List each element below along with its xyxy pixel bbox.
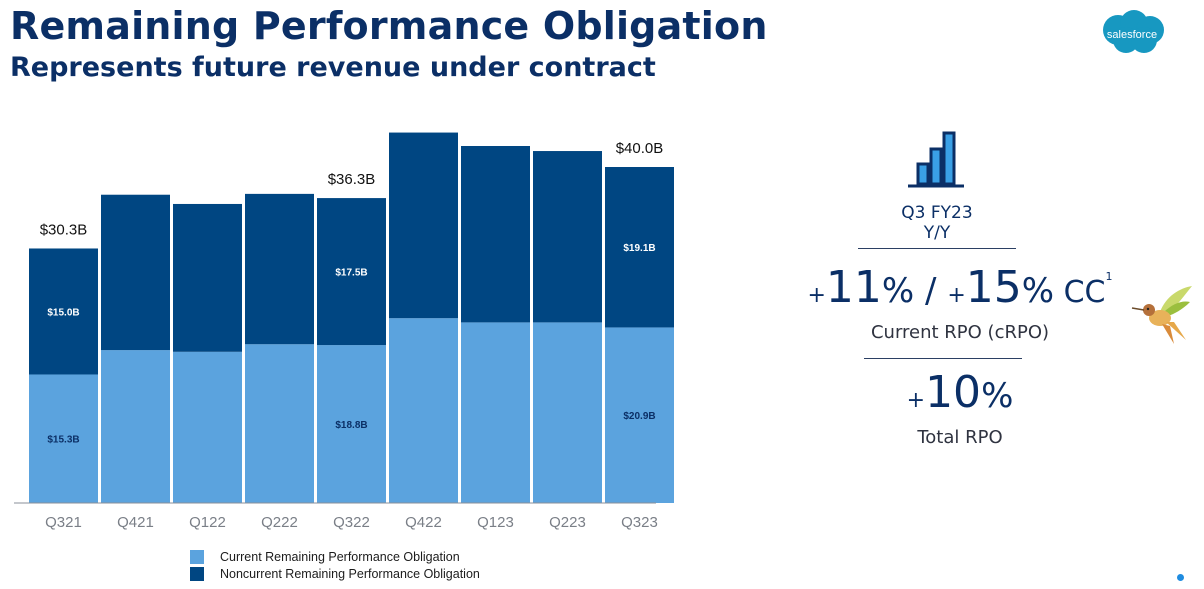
logo-text: salesforce — [1107, 29, 1157, 41]
bar-Q223-current — [533, 322, 602, 503]
bar-Q323-noncurrent — [605, 167, 674, 328]
period-line-2: Y/Y — [923, 223, 951, 243]
divider-top — [858, 248, 1016, 249]
rpo-bar-chart: $15.3B $15.0B $30.3B $18.8B $17.5B $36.3B $20.… — [14, 132, 674, 531]
crpo-growth: +11% / +15% CC1 — [780, 262, 1140, 313]
bar-Q122-noncurrent — [173, 203, 242, 352]
bar-Q422-noncurrent — [389, 132, 458, 319]
total-rpo-growth: +10% — [780, 367, 1140, 418]
data-label-Q322-current: $18.8B — [335, 420, 367, 431]
total-rpo-label: Total RPO — [917, 427, 1003, 448]
total-pct: % — [981, 376, 1014, 416]
total-label-Q321: $30.3B — [40, 221, 88, 238]
crpo-plus-1: + — [807, 283, 826, 308]
bar-Q421-noncurrent — [101, 194, 170, 351]
legend-item-current: Current Remaining Performance Obligation — [190, 548, 480, 565]
x-tick-Q421: Q421 — [117, 514, 154, 531]
data-label-Q321-current: $15.3B — [47, 435, 79, 446]
data-label-Q323-noncurrent: $19.1B — [623, 243, 655, 254]
salesforce-logo: salesforce — [1103, 10, 1164, 53]
x-tick-Q321: Q321 — [45, 514, 82, 531]
crpo-value-2: 15 — [965, 262, 1022, 313]
bar-Q123-noncurrent — [461, 146, 530, 323]
x-tick-Q223: Q223 — [549, 514, 586, 531]
total-plus: + — [906, 388, 926, 413]
crpo-value-1: 11 — [825, 262, 882, 313]
page-subtitle: Represents future revenue under contract — [10, 52, 656, 83]
x-tick-Q322: Q322 — [333, 514, 370, 531]
total-label-Q322: $36.3B — [328, 171, 376, 188]
bar-Q223-noncurrent — [533, 151, 602, 323]
chart-legend: Current Remaining Performance Obligation… — [190, 548, 480, 582]
legend-swatch-noncurrent — [190, 566, 204, 581]
crpo-label: Current RPO (cRPO) — [870, 322, 1050, 343]
bar-Q222-current — [245, 344, 314, 503]
bar-Q222-noncurrent — [245, 193, 314, 345]
bar-Q422-current — [389, 318, 458, 503]
legend-swatch-current — [190, 549, 204, 564]
legend-item-noncurrent: Noncurrent Remaining Performance Obligat… — [190, 565, 480, 582]
page-title: Remaining Performance Obligation — [10, 4, 768, 48]
period-line-1: Q3 FY23 — [901, 203, 973, 223]
data-label-Q321-noncurrent: $15.0B — [47, 307, 79, 318]
crpo-pct-1: % — [881, 271, 915, 311]
slide-indicator-dot — [1177, 574, 1184, 581]
divider-bottom — [864, 358, 1022, 359]
bar-Q322-noncurrent — [317, 198, 386, 346]
legend-label-current: Current Remaining Performance Obligation — [220, 549, 460, 564]
legend-label-noncurrent: Noncurrent Remaining Performance Obligat… — [220, 566, 480, 581]
crpo-pct-2: % — [1021, 271, 1055, 311]
data-label-Q323-current: $20.9B — [623, 411, 655, 422]
crpo-plus-2: + — [947, 283, 966, 308]
data-label-Q322-noncurrent: $17.5B — [335, 268, 367, 279]
bar-Q323-current — [605, 327, 674, 503]
x-tick-Q122: Q122 — [189, 514, 226, 531]
x-tick-Q422: Q422 — [405, 514, 442, 531]
total-value: 10 — [925, 367, 982, 418]
bar-Q321-current — [29, 374, 98, 503]
x-tick-Q123: Q123 — [477, 514, 514, 531]
period-label: Q3 FY23 Y/Y — [858, 203, 1016, 243]
bar-Q321-noncurrent — [29, 248, 98, 375]
bar-Q421-current — [101, 350, 170, 503]
bar-Q322-current — [317, 345, 386, 503]
total-label-Q323: $40.0B — [616, 140, 664, 157]
x-tick-Q323: Q323 — [621, 514, 658, 531]
bar-chart-icon — [908, 131, 964, 188]
bars-group: $15.3B $15.0B $30.3B $18.8B $17.5B $36.3B $20.… — [29, 132, 674, 503]
bar-Q123-current — [461, 322, 530, 503]
hummingbird-icon — [1131, 286, 1192, 344]
x-tick-labels: Q321 Q421 Q122 Q222 Q322 Q422 Q123 Q223 Q323 — [45, 514, 658, 531]
x-tick-Q222: Q222 — [261, 514, 298, 531]
bar-Q122-current — [173, 351, 242, 503]
crpo-separator: / — [914, 271, 948, 311]
crpo-cc: CC — [1054, 275, 1106, 310]
crpo-footnote: 1 — [1105, 270, 1113, 283]
